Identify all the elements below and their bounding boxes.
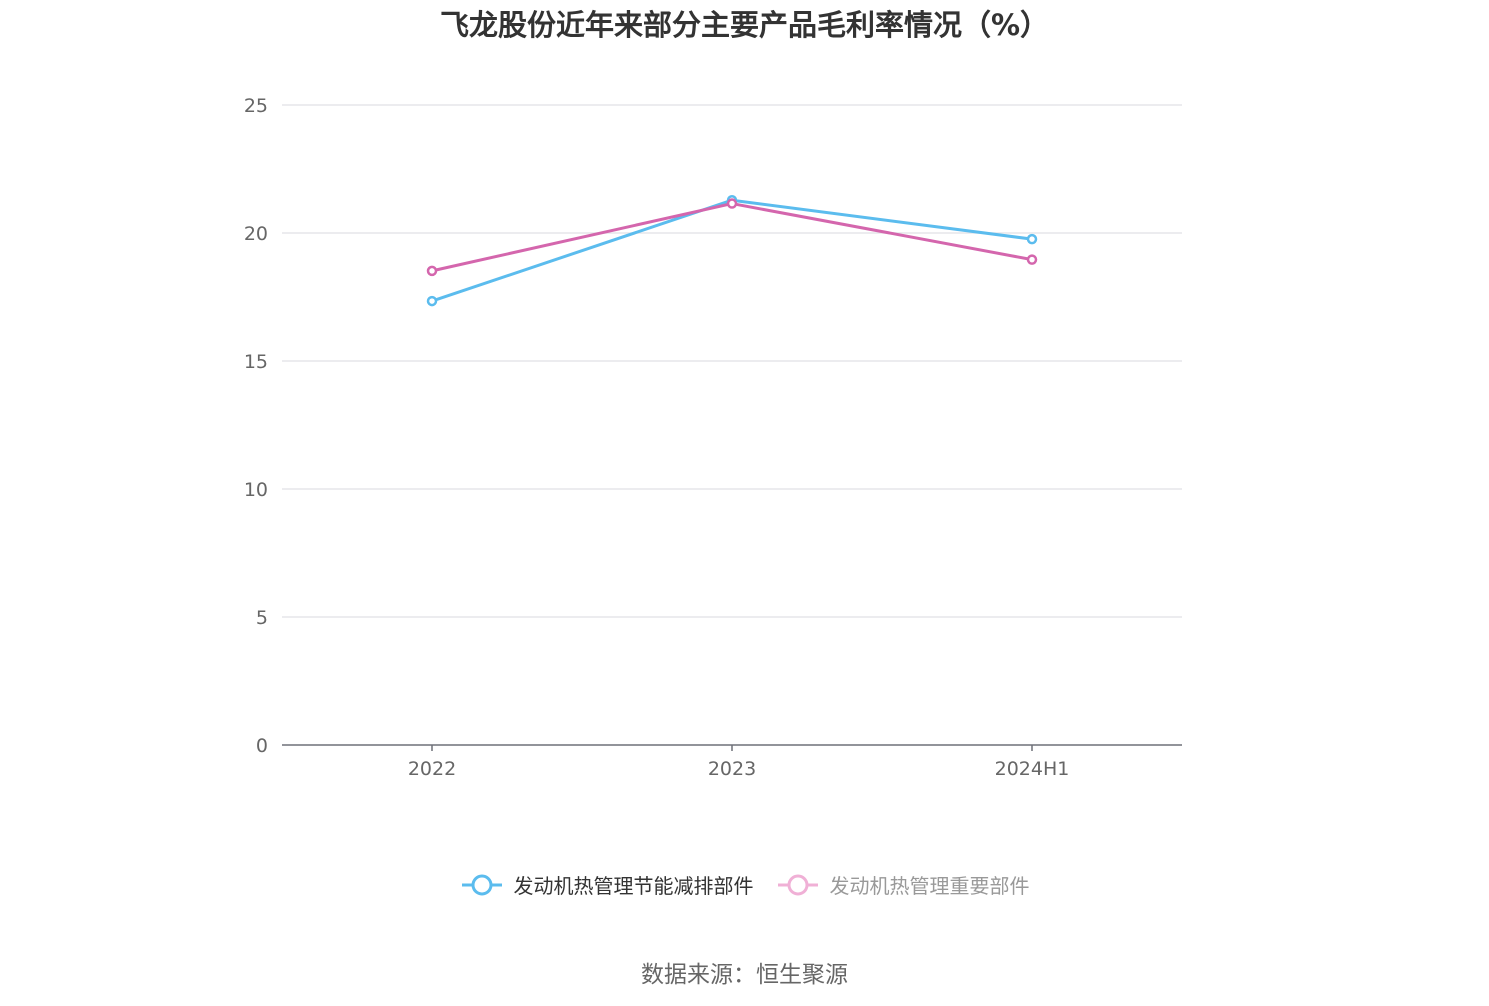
- y-tick-label-20: 20: [244, 223, 268, 245]
- legend-marker-series-1: [461, 874, 502, 895]
- chart-title: 飞龙股份近年来部分主要产品毛利率情况（%）: [439, 8, 1050, 42]
- y-tick-label-15: 15: [244, 351, 268, 373]
- series-2-point-2[interactable]: [1026, 254, 1038, 265]
- y-tick-label-25: 25: [244, 95, 268, 117]
- data-source: 数据来源：恒生聚源: [641, 962, 848, 988]
- series-line-2: [431, 202, 1033, 273]
- x-tick-label-2: 2024H1: [995, 758, 1070, 780]
- series-layer: [426, 194, 1038, 307]
- x-tick-label-0: 2022: [408, 758, 456, 780]
- series-1-point-2[interactable]: [1026, 233, 1038, 245]
- legend-label-series-2: 发动机热管理重要部件: [829, 874, 1030, 898]
- legend-marker-series-2: [777, 874, 818, 895]
- y-tick-label-10: 10: [244, 479, 268, 501]
- y-axis-labels: 0 5 10 15 20 25: [244, 95, 268, 757]
- y-tick-label-5: 5: [256, 607, 268, 629]
- series-1-point-0[interactable]: [426, 295, 438, 307]
- legend: 发动机热管理节能减排部件 发动机热管理重要部件: [0, 870, 1489, 899]
- x-axis-labels: 2022 2023 2024H1: [408, 758, 1070, 780]
- legend-label-series-1: 发动机热管理节能减排部件: [513, 874, 754, 898]
- series-2-point-0[interactable]: [426, 265, 438, 277]
- series-2-point-1[interactable]: [726, 198, 738, 209]
- x-axis: [282, 744, 1182, 751]
- legend-item-series-1[interactable]: 发动机热管理节能减排部件: [460, 870, 754, 899]
- legend-item-series-2[interactable]: 发动机热管理重要部件: [776, 870, 1030, 899]
- y-tick-label-0: 0: [256, 735, 268, 757]
- x-tick-label-1: 2023: [708, 758, 756, 780]
- grid-lines: [282, 104, 1182, 618]
